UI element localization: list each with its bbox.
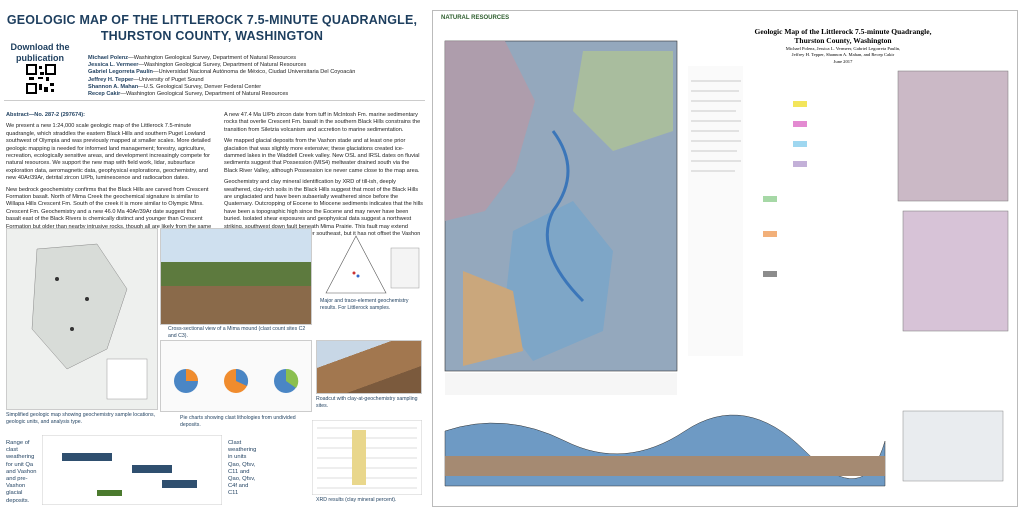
author-name: Shannon A. Mahan xyxy=(88,83,139,90)
box-plot xyxy=(42,435,222,505)
map-legend xyxy=(106,358,148,400)
pie-slice xyxy=(236,368,249,386)
figure-simplified-map xyxy=(6,228,158,410)
legend-swatch xyxy=(793,161,807,167)
author-affiliation: —Washington Geological Survey, Departmen… xyxy=(128,55,296,61)
abstract-paragraph: A new 47.4 Ma U/Pb zircon date from tuff… xyxy=(224,112,421,133)
pie-graphic xyxy=(174,368,299,393)
pie-slice xyxy=(186,369,198,381)
author-name: Gabriel Legorreta Paulín xyxy=(88,69,153,76)
inset-map xyxy=(897,70,1009,202)
abstract-heading: Abstract—No. 287-2 (297674): xyxy=(6,112,85,118)
poster-authors: Jeffrey H. Tepper, Shannon A. Mahan, and… xyxy=(791,52,895,57)
caption: Clast weathering in units Qao, Qfsv, C11… xyxy=(228,440,260,498)
box xyxy=(162,480,197,488)
legend-swatch xyxy=(763,231,777,237)
box xyxy=(132,465,172,473)
river xyxy=(545,130,585,303)
photo-mima-mound xyxy=(160,228,312,325)
sample-point xyxy=(70,327,74,331)
qr-finder xyxy=(26,64,37,75)
author-affiliation: —University of Puget Sound xyxy=(133,76,204,83)
table-frame xyxy=(312,420,422,495)
figure-pie-charts xyxy=(160,340,312,412)
qr-modules xyxy=(29,66,54,92)
map-poster: NATURAL RESOURCES Geologic Map of the Li… xyxy=(432,10,1018,507)
map-unit xyxy=(573,51,673,151)
photo-roadcut xyxy=(316,340,422,394)
legend-swatch xyxy=(763,271,777,277)
title-line: THURSTON COUNTY, WASHINGTON xyxy=(100,29,324,43)
caption: Simplified geologic map showing geochemi… xyxy=(6,412,156,425)
author-name: Jessica L. Vermeer xyxy=(88,62,139,69)
caption: Roadcut with clay-at-geochemistry sampli… xyxy=(316,396,420,409)
legend-swatch xyxy=(793,101,807,107)
poster-graphic xyxy=(444,40,1009,487)
legend-swatch xyxy=(793,121,807,127)
map-unit xyxy=(463,271,523,366)
map-shape xyxy=(31,243,128,370)
poster-authors: Michael Polenz, Jessica L. Vermeer, Gabr… xyxy=(785,46,901,51)
qr-finder xyxy=(26,83,37,94)
sample-point xyxy=(352,271,356,275)
box xyxy=(62,453,112,461)
block-diagram xyxy=(902,410,1004,482)
abstract-col-left: Abstract—No. 287-2 (297674): We present … xyxy=(6,112,212,243)
poster-title: Geologic Map of the Littlerock 7.5-minut… xyxy=(754,27,932,36)
sample-point xyxy=(356,274,360,278)
author: Jessica L. Vermeer—Washington Geological… xyxy=(88,62,428,69)
author: Gabriel Legorreta Paulín—Universidad Nac… xyxy=(88,69,428,76)
author-name: Jeffrey H. Tepper xyxy=(88,76,134,83)
geochem-plot xyxy=(325,235,420,294)
author-affiliation: —Washington Geological Survey, Departmen… xyxy=(120,91,289,98)
map-graphic xyxy=(31,243,148,400)
table-rows xyxy=(317,427,417,489)
sample-point xyxy=(55,277,59,281)
description-column xyxy=(688,66,743,356)
inset-map xyxy=(902,210,1009,332)
download-link[interactable]: Download the publication xyxy=(10,42,70,63)
map-unit xyxy=(445,41,535,221)
abstract-col-right: A new 47.4 Ma U/Pb zircon date from tuff… xyxy=(224,112,424,250)
author-name: Recep Cakir xyxy=(88,91,121,98)
author: Michael Polenz—Washington Geological Sur… xyxy=(88,55,428,62)
scale-bar xyxy=(445,373,677,395)
spider-plot xyxy=(390,247,420,289)
poster-title: Thurston County, Washington xyxy=(794,36,892,45)
xrd-table xyxy=(312,420,422,495)
author: Recep Cakir—Washington Geological Survey… xyxy=(88,91,428,98)
divider xyxy=(4,100,425,101)
author: Shannon A. Mahan—U.S. Geological Survey,… xyxy=(88,84,428,91)
caption: Major and trace-element geochemistry res… xyxy=(320,298,420,311)
caption: Pie charts showing clast lithologies fro… xyxy=(180,415,310,428)
caption: Cross-sectional view of a Mima mound (cl… xyxy=(168,326,308,339)
table-highlight xyxy=(352,430,366,485)
legend-swatch xyxy=(793,141,807,147)
author-affiliation: —Universidad Nacional Autónoma de México… xyxy=(152,69,356,76)
box xyxy=(97,490,122,496)
author-list: Michael Polenz—Washington Geological Sur… xyxy=(88,55,428,98)
text-lines xyxy=(691,80,741,172)
author-affiliation: —U.S. Geological Survey, Denver Federal … xyxy=(138,83,262,90)
abstract-paragraph: We mapped glacial deposits from the Vash… xyxy=(224,138,420,174)
qr-finder xyxy=(45,64,56,75)
legend-swatch xyxy=(763,196,777,202)
map-unit xyxy=(503,201,613,361)
title-line: GEOLOGIC MAP OF THE LITTLEROCK 7.5-MINUT… xyxy=(6,13,418,27)
author: Jeffrey H. Tepper—University of Puget So… xyxy=(88,77,428,84)
author-affiliation: —Washington Geological Survey, Departmen… xyxy=(138,62,307,69)
author-name: Michael Polenz xyxy=(88,55,129,61)
ternary-plot xyxy=(325,235,387,294)
poster-date: June 2017 xyxy=(833,59,853,64)
caption: XRD results (clay mineral percent). xyxy=(316,497,420,504)
qr-code xyxy=(26,64,56,94)
cross-section-unit xyxy=(445,456,885,476)
caption: Range of clast weathering for unit Qa an… xyxy=(6,440,40,505)
sample-point xyxy=(85,297,89,301)
abstract-paragraph: We present a new 1:24,000 scale geologic… xyxy=(6,123,211,182)
agency-logo: NATURAL RESOURCES xyxy=(441,15,510,21)
pie-slice xyxy=(286,368,299,388)
